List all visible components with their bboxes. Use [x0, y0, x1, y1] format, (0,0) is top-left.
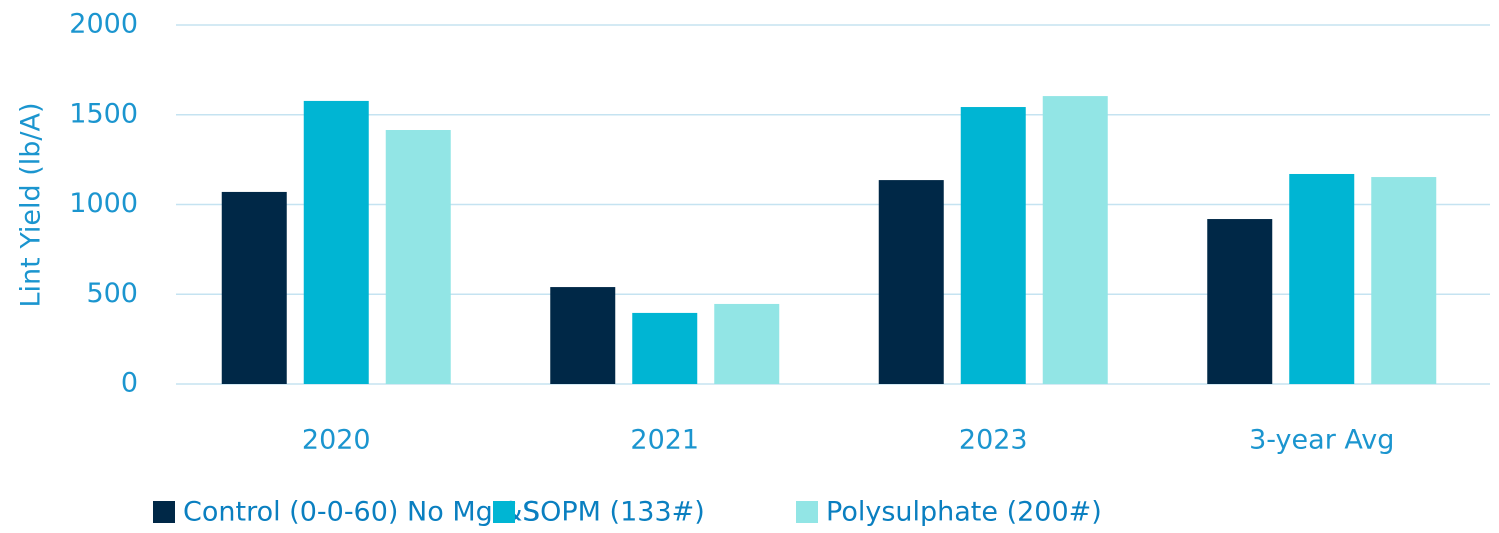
bar	[878, 180, 944, 384]
bar	[1207, 219, 1273, 384]
y-tick-label: 1500	[69, 98, 138, 129]
bar	[960, 107, 1026, 385]
legend-swatch	[153, 501, 175, 523]
bar	[1289, 173, 1355, 384]
bar	[1371, 177, 1437, 384]
y-tick-label: 2000	[69, 9, 138, 40]
x-tick-label: 2020	[302, 425, 371, 456]
x-tick-label: 2023	[959, 425, 1028, 456]
x-tick-label: 2021	[630, 425, 699, 456]
y-tick-label: 0	[121, 368, 138, 399]
bar	[221, 191, 287, 384]
y-tick-label: 500	[86, 278, 138, 309]
bar	[303, 100, 369, 384]
bar	[714, 303, 780, 384]
legend-label: SOPM (133#)	[523, 497, 705, 528]
bar	[550, 287, 616, 384]
y-axis-label: Lint Yield (lb/A)	[16, 103, 47, 308]
legend-label: Control (0-0-60) No Mg &S	[183, 497, 540, 528]
bar	[385, 130, 451, 384]
bar	[632, 312, 698, 384]
y-tick-label: 1000	[69, 188, 138, 219]
legend-swatch	[493, 501, 515, 523]
bar	[1042, 96, 1108, 384]
legend-label: Polysulphate (200#)	[826, 497, 1102, 528]
x-tick-label: 3-year Avg	[1249, 425, 1394, 456]
legend-swatch	[796, 501, 818, 523]
